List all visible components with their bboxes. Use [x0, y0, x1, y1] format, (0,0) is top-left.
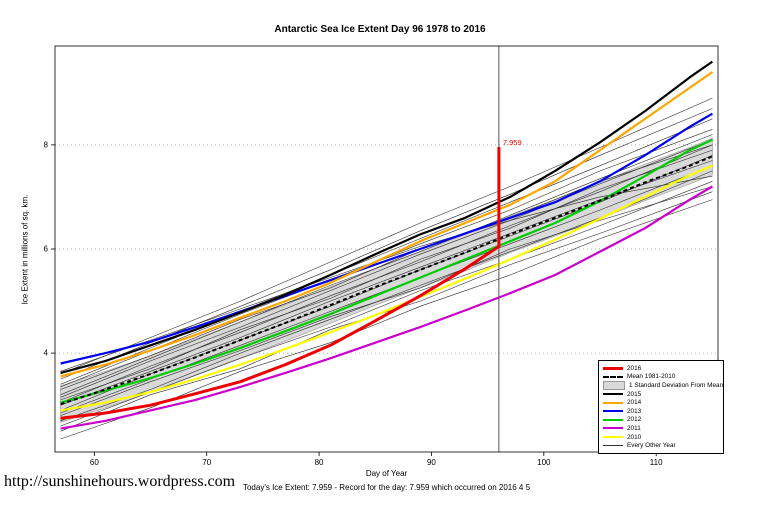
legend-item-2012: 2012 [603, 416, 719, 425]
legend-item-every-other-year: Every Other Year [603, 441, 719, 450]
series-2012 [60, 138, 713, 404]
legend-item-1-standard-deviation-from-mean: 1 Standard Deviation From Mean [603, 380, 723, 390]
legend-item-2013: 2013 [603, 407, 719, 416]
legend-item-mean-1981-2010: Mean 1981-2010 [603, 373, 719, 382]
legend-label: 2011 [627, 424, 641, 432]
every-other-year-line-10 [60, 139, 713, 398]
y-axis-label: Ice Extent in millions of sq. km. [20, 194, 30, 305]
legend-label: 2013 [627, 407, 642, 415]
legend-item-2011: 2011 [603, 424, 719, 433]
legend-swatch [603, 375, 623, 378]
x-axis-label: Day of Year [365, 469, 408, 478]
legend-swatch [603, 427, 623, 430]
legend-swatch [603, 393, 623, 396]
every-other-year-line-2 [60, 181, 713, 427]
x-tick-label: 80 [315, 458, 324, 467]
legend-swatch [603, 380, 625, 390]
legend-swatch [603, 401, 623, 404]
x-tick-label: 70 [202, 458, 211, 467]
legend-swatch [603, 436, 623, 439]
legend-label: Mean 1981-2010 [627, 373, 676, 381]
legend-item-2014: 2014 [603, 398, 719, 407]
y-tick-label: 6 [44, 245, 49, 254]
y-tick-label: 8 [44, 140, 49, 149]
series-2010 [60, 164, 713, 412]
legend: 2016 Mean 1981-2010 1 Standard Deviation F… [598, 360, 724, 454]
chart-title: Antarctic Sea Ice Extent Day 96 1978 to … [274, 24, 486, 35]
every-other-year-line-9 [60, 149, 713, 401]
legend-label: 2012 [627, 416, 642, 424]
site-url: http://sunshinehours.wordpress.com [4, 473, 236, 490]
legend-label: Every Other Year [627, 442, 676, 450]
every-other-year-line-16 [60, 97, 713, 375]
series-2011 [60, 185, 713, 430]
legend-item-2016: 2016 [603, 364, 719, 373]
legend-label: 2015 [627, 390, 642, 398]
series-2013 [60, 112, 713, 365]
every-other-year-line-7 [60, 160, 713, 406]
legend-label: 1 Standard Deviation From Mean [629, 381, 724, 389]
legend-swatch [603, 445, 623, 447]
caption-text: Today's Ice Extent: 7.959 - Record for t… [242, 483, 531, 492]
record-value-annotation: 7.959 [503, 138, 522, 147]
every-other-year-line-14 [60, 118, 713, 385]
legend-swatch [603, 366, 623, 370]
legend-swatch [603, 418, 623, 421]
legend-label: 2010 [627, 433, 642, 441]
legend-swatch [603, 410, 623, 413]
series-mean-1981-2010 [60, 155, 713, 406]
series-2016 [60, 147, 501, 420]
series-2015 [60, 60, 714, 374]
legend-label: 2016 [627, 364, 642, 372]
x-tick-label: 90 [427, 458, 436, 467]
series-2014 [60, 71, 714, 378]
x-tick-label: 100 [537, 458, 551, 467]
legend-label: 2014 [627, 399, 642, 407]
legend-item-2010: 2010 [603, 433, 719, 442]
x-tick-label: 60 [90, 458, 99, 467]
x-tick-label: 110 [650, 458, 663, 467]
legend-item-2015: 2015 [603, 390, 719, 399]
y-tick-label: 4 [44, 349, 49, 358]
